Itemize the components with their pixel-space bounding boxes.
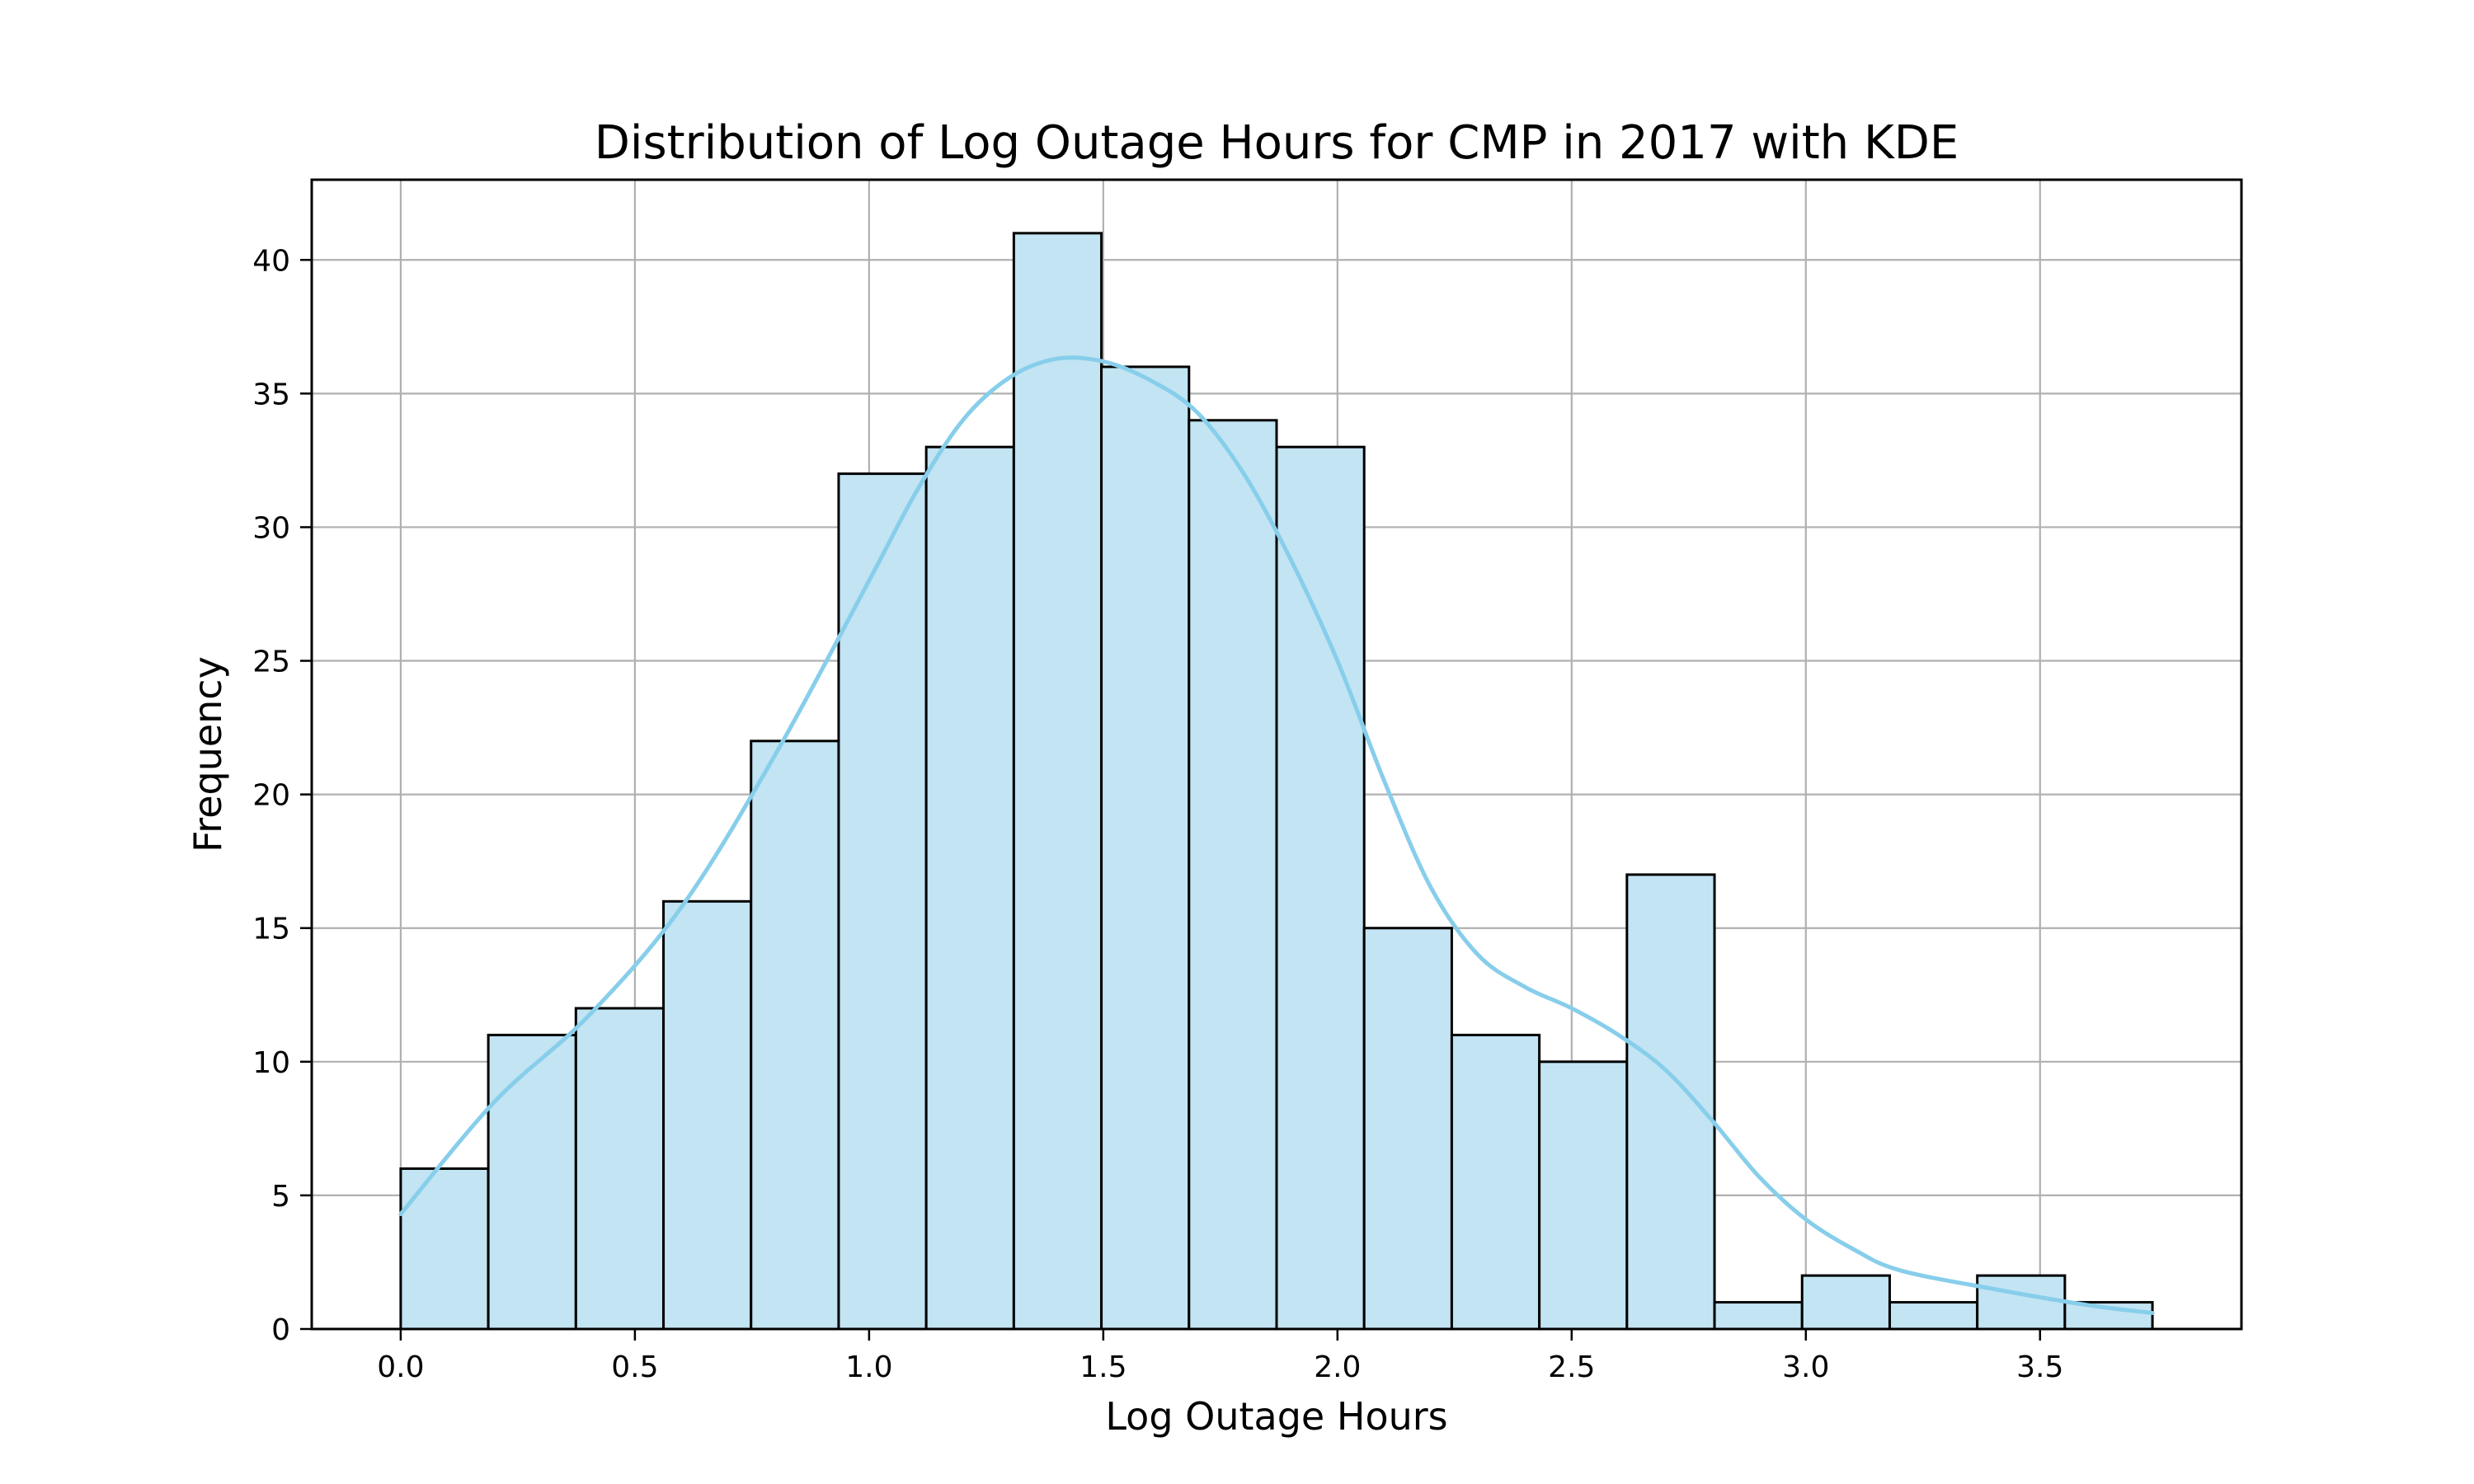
histogram-bar-12 bbox=[1450, 1033, 1541, 1331]
x-tick-label-7: 3.5 bbox=[2016, 1350, 2063, 1384]
x-tick-label-6: 3.0 bbox=[1782, 1350, 1829, 1384]
histogram-bar-3 bbox=[662, 899, 753, 1331]
histogram-bars bbox=[399, 232, 2154, 1331]
y-tick-label-1: 5 bbox=[271, 1180, 290, 1214]
histogram-bar-16 bbox=[1800, 1274, 1891, 1331]
x-tick-label-1: 0.5 bbox=[611, 1350, 658, 1384]
histogram-bar-11 bbox=[1362, 927, 1453, 1331]
histogram-bar-15 bbox=[1713, 1301, 1804, 1331]
histogram-bar-14 bbox=[1625, 873, 1716, 1331]
y-tick-label-7: 35 bbox=[252, 378, 290, 411]
histogram-bar-5 bbox=[837, 472, 928, 1331]
histogram-bar-18 bbox=[1976, 1274, 2067, 1331]
histogram-bar-0 bbox=[399, 1167, 490, 1331]
x-tick-label-3: 1.5 bbox=[1079, 1350, 1126, 1384]
y-tick-label-4: 20 bbox=[252, 779, 290, 813]
histogram-bar-4 bbox=[750, 740, 840, 1331]
x-axis-ticks: 0.0 0.5 1.0 1.5 2.0 2.5 3.0 3.5 bbox=[377, 1329, 2063, 1384]
x-tick-label-5: 2.5 bbox=[1548, 1350, 1595, 1384]
histogram-bar-8 bbox=[1100, 365, 1191, 1331]
x-tick-label-2: 1.0 bbox=[845, 1350, 892, 1384]
histogram-bar-1 bbox=[487, 1033, 577, 1331]
y-tick-label-2: 10 bbox=[252, 1046, 290, 1080]
kde-curve bbox=[398, 355, 2155, 1316]
plot-frame bbox=[310, 178, 2243, 1331]
y-tick-label-6: 30 bbox=[252, 511, 290, 545]
x-tick-label-4: 2.0 bbox=[1314, 1350, 1361, 1384]
histogram-bar-2 bbox=[574, 1007, 666, 1331]
chart-title: Distribution of Log Outage Hours for CMP… bbox=[595, 116, 1959, 170]
y-tick-label-5: 25 bbox=[252, 646, 290, 679]
x-axis-label: Log Outage Hours bbox=[1105, 1394, 1447, 1439]
histogram-bar-9 bbox=[1188, 419, 1278, 1331]
x-tick-label-0: 0.0 bbox=[377, 1350, 424, 1384]
y-tick-label-0: 0 bbox=[271, 1313, 290, 1347]
histogram-bar-6 bbox=[924, 445, 1015, 1331]
histogram-bar-17 bbox=[1888, 1301, 1979, 1331]
histogram-bar-10 bbox=[1275, 445, 1366, 1331]
y-axis-ticks: 0 5 10 15 20 25 30 35 40 bbox=[252, 244, 312, 1347]
histogram-bar-13 bbox=[1538, 1060, 1629, 1331]
kde-curve-layer bbox=[398, 355, 2155, 1316]
y-tick-label-3: 15 bbox=[252, 913, 290, 946]
y-tick-label-8: 40 bbox=[252, 244, 290, 278]
histogram-bar-7 bbox=[1012, 232, 1103, 1331]
y-axis-label: Frequency bbox=[186, 656, 230, 852]
